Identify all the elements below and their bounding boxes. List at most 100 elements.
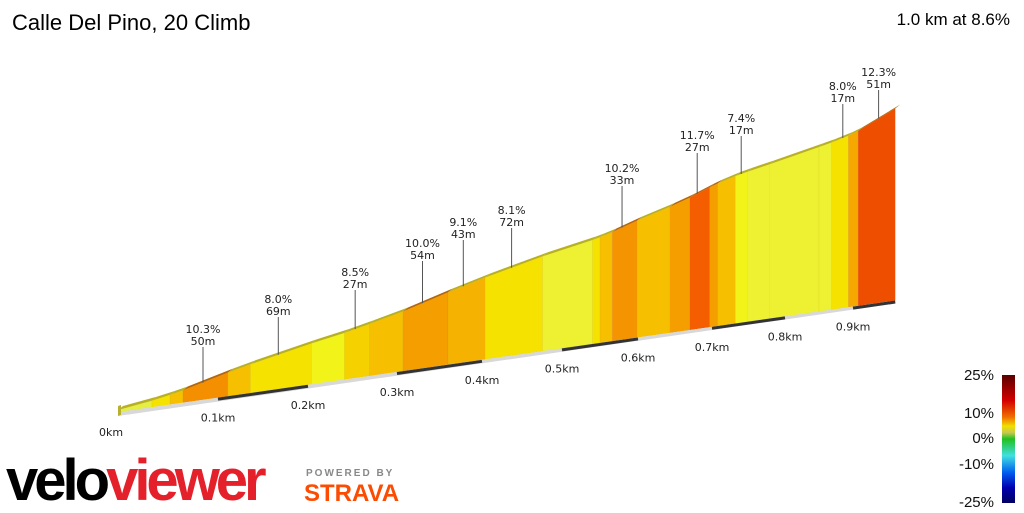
annotation-length: 17m [729, 124, 754, 137]
profile-top-surface [858, 104, 901, 131]
climb-summary: 1.0 km at 8.6% [896, 10, 1010, 29]
profile-top-surface [612, 216, 643, 233]
annotation-length: 27m [685, 141, 710, 154]
x-tick-label: 0.1km [201, 412, 236, 425]
profile-segment [717, 175, 736, 327]
annotation-length: 72m [499, 216, 524, 229]
profile-segment [735, 171, 749, 324]
profile-top-surface [669, 193, 695, 207]
profile-top-surface [118, 396, 157, 410]
profile-top-surface [448, 273, 491, 293]
annotation-grade: 11.7% [680, 129, 715, 142]
x-tick-label: 0.6km [621, 351, 656, 364]
legend-label: -25% [959, 494, 994, 511]
x-tick-label: 0km [99, 426, 123, 439]
profile-segment [747, 163, 770, 322]
annotation-grade: 9.1% [449, 216, 477, 229]
annotation-grade: 12.3% [861, 66, 896, 79]
x-tick-label: 0.9km [836, 321, 871, 334]
profile-segment [830, 135, 849, 311]
annotation-length: 43m [451, 228, 476, 241]
profile-top-surface [402, 288, 453, 312]
profile-top-surface [344, 319, 375, 333]
annotation-length: 17m [830, 92, 855, 105]
profile-segment [847, 130, 859, 308]
profile-segment [669, 197, 691, 334]
profile-segment [542, 239, 593, 352]
distance-tick-band [852, 300, 896, 310]
profile-top-surface [717, 172, 741, 184]
annotation-length: 69m [266, 305, 291, 318]
annotation-grade: 7.4% [727, 112, 755, 125]
annotation-grade: 8.5% [341, 266, 369, 279]
legend-label: 25% [964, 367, 994, 384]
profile-segment [709, 183, 719, 328]
profile-segment [636, 206, 671, 338]
annotation-grade: 8.0% [829, 80, 857, 93]
annotation-length: 27m [343, 278, 368, 291]
annotation-length: 50m [191, 335, 216, 348]
profile-top-surface [848, 126, 864, 136]
powered-by-label: POWERED BY [306, 468, 395, 479]
distance-tick-band [711, 316, 786, 330]
x-tick-label: 0.7km [695, 341, 730, 354]
profile-segment [611, 220, 638, 342]
annotation-grade: 8.1% [498, 204, 526, 217]
distance-tick-band [217, 384, 309, 401]
profile-top-surface [747, 160, 775, 172]
profile-top-surface [369, 307, 408, 324]
profile-segment [484, 255, 544, 360]
veloviewer-logo[interactable]: veloviewer [6, 448, 267, 513]
legend-label: -10% [959, 456, 994, 473]
annotation-grade: 10.0% [405, 237, 440, 250]
distance-tick-band [561, 337, 639, 352]
legend-label: 0% [972, 430, 994, 447]
x-tick-label: 0.2km [291, 399, 326, 412]
profile-top-surface [819, 138, 837, 147]
profile-top-surface [709, 179, 723, 188]
profile-top-surface [689, 183, 715, 198]
distance-tick-band [396, 359, 483, 375]
x-tick-label: 0.5km [545, 362, 580, 375]
profile-segment [592, 236, 601, 345]
profile-segment [857, 108, 896, 307]
profile-top-surface [250, 339, 317, 365]
profile-top-surface [637, 202, 675, 221]
profile-segment [402, 291, 449, 372]
profile-top-surface [600, 228, 618, 238]
x-tick-label: 0.8km [768, 330, 803, 343]
strava-logo[interactable]: STRAVA [304, 480, 400, 507]
profile-top-surface [227, 360, 256, 373]
profile-top-surface [485, 252, 548, 278]
annotation-grade: 10.2% [605, 162, 640, 175]
climb-title: Calle Del Pino, 20 Climb [12, 10, 251, 35]
annotation-length: 54m [410, 249, 435, 262]
profile-segment [818, 142, 832, 312]
profile-top-surface [592, 233, 605, 241]
profile-top-surface [542, 236, 598, 257]
profile-top-surface [183, 368, 233, 391]
profile-top-surface [311, 328, 350, 344]
profile-segment [344, 323, 370, 380]
profile-segment [599, 231, 613, 344]
x-tick-label: 0.3km [380, 386, 415, 399]
profile-start-edge [118, 405, 121, 416]
profile-segment [227, 363, 251, 397]
profile-segment [769, 146, 820, 319]
gradient-legend-bar [1002, 375, 1015, 503]
x-tick-label: 0.4km [465, 374, 500, 387]
profile-top-surface [769, 142, 824, 165]
profile-top-surface [831, 131, 854, 143]
profile-top-surface [170, 386, 188, 395]
annotation-grade: 8.0% [264, 293, 292, 306]
profile-top-surface [735, 167, 753, 177]
ground-strip [118, 300, 896, 416]
annotation-length: 33m [610, 174, 635, 187]
annotation-length: 51m [866, 78, 891, 91]
profile-segment [689, 186, 711, 331]
profile-top-surface [152, 390, 175, 401]
annotation-grade: 10.3% [186, 323, 221, 336]
profile-segment [447, 277, 486, 365]
legend-label: 10% [964, 405, 994, 422]
